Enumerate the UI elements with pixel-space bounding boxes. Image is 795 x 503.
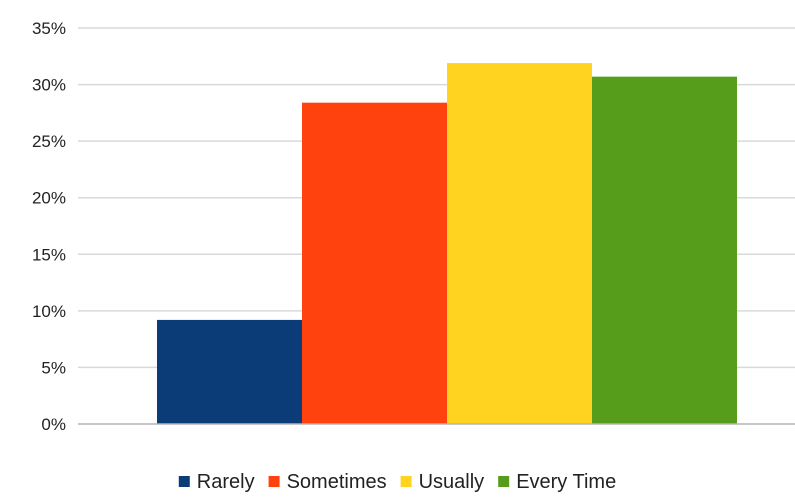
bar-usually xyxy=(447,63,592,425)
legend-label-sometimes: Sometimes xyxy=(287,471,387,493)
y-tick-label: 10% xyxy=(32,302,66,321)
legend-label-rarely: Rarely xyxy=(197,471,255,493)
legend-swatch-every-time xyxy=(498,476,510,487)
bar-every-time xyxy=(592,76,737,424)
y-axis-tick-labels: 0% 5% 10% 15% 20% 25% 30% 35% xyxy=(32,19,66,434)
legend-swatch-rarely xyxy=(178,476,190,487)
bars xyxy=(157,63,737,425)
y-tick-label: 0% xyxy=(41,415,66,434)
y-tick-label: 25% xyxy=(32,132,66,151)
bar-sometimes xyxy=(302,102,447,424)
y-tick-label: 5% xyxy=(41,358,66,377)
bar-rarely xyxy=(157,319,302,424)
y-tick-label: 35% xyxy=(32,19,66,38)
legend-label-usually: Usually xyxy=(419,471,485,493)
legend-swatch-usually xyxy=(400,476,412,487)
legend-label-every-time: Every Time xyxy=(516,471,616,493)
y-tick-label: 30% xyxy=(32,76,66,95)
legend: Rarely Sometimes Usually Every Time xyxy=(178,471,616,493)
y-tick-label: 20% xyxy=(32,189,66,208)
legend-swatch-sometimes xyxy=(268,476,280,487)
y-tick-label: 15% xyxy=(32,245,66,264)
